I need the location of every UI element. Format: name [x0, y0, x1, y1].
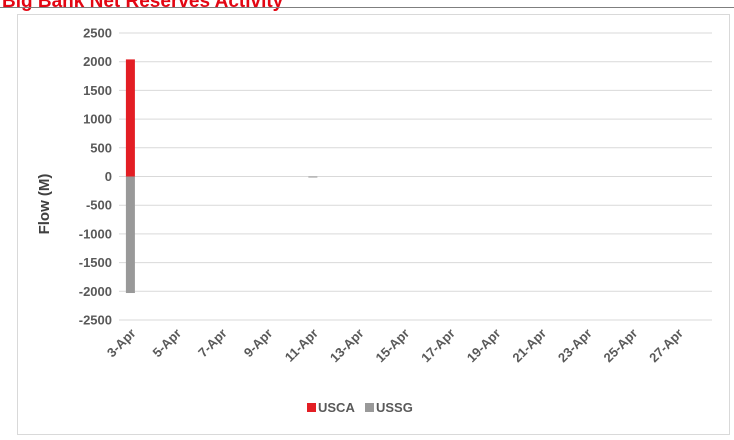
x-tick-label: 23-Apr: [555, 326, 595, 366]
y-tick-label: -2000: [79, 284, 112, 299]
y-axis-label: Flow (M): [36, 174, 53, 235]
y-tick-label: 500: [90, 140, 112, 155]
x-axis-ticks: 3-Apr 5-Apr 7-Apr 9-Apr 11-Apr 13-Apr 15-Apr 17…: [104, 326, 686, 366]
x-tick-label: 5-Apr: [150, 326, 185, 361]
chart-area: [17, 14, 730, 435]
bar-usca: [125, 59, 135, 177]
bar-ussg: [308, 176, 318, 178]
bars: [125, 59, 318, 294]
legend-label-ussg: USSG: [376, 400, 413, 415]
x-tick-label: 25-Apr: [601, 326, 641, 366]
y-tick-label: 0: [105, 169, 112, 184]
x-tick-label: 13-Apr: [327, 326, 367, 366]
x-tick-label: 27-Apr: [646, 326, 686, 366]
legend-label-usca: USCA: [318, 400, 355, 415]
legend: USCA USSG: [307, 400, 413, 415]
x-tick-label: 3-Apr: [104, 326, 139, 361]
y-tick-label: 1500: [83, 83, 112, 98]
legend-swatch-usca: [307, 403, 316, 412]
x-tick-label: 15-Apr: [372, 326, 412, 366]
legend-swatch-ussg: [365, 403, 374, 412]
y-tick-label: -2500: [79, 313, 112, 328]
x-tick-label: 11-Apr: [282, 326, 321, 365]
y-tick-label: -500: [86, 198, 112, 213]
y-axis-ticks: 2500 2000 1500 1000 500 0 -500 -1000 -1500 -2000 -…: [79, 26, 112, 328]
title-divider: [0, 7, 734, 8]
x-tick-label: 19-Apr: [464, 326, 504, 366]
bar-ussg: [125, 176, 135, 294]
y-tick-label: -1500: [79, 255, 112, 270]
gridlines: [119, 32, 712, 321]
y-tick-label: 1000: [83, 112, 112, 127]
y-tick-label: 2000: [83, 54, 112, 69]
y-tick-label: -1000: [79, 226, 112, 241]
x-tick-label: 17-Apr: [418, 326, 458, 366]
y-tick-label: 2500: [83, 26, 112, 41]
page-title: Big Bank Net Reserves Activity: [2, 0, 284, 11]
x-tick-label: 9-Apr: [241, 326, 276, 361]
x-tick-label: 21-Apr: [509, 326, 549, 366]
x-tick-label: 7-Apr: [195, 326, 230, 361]
